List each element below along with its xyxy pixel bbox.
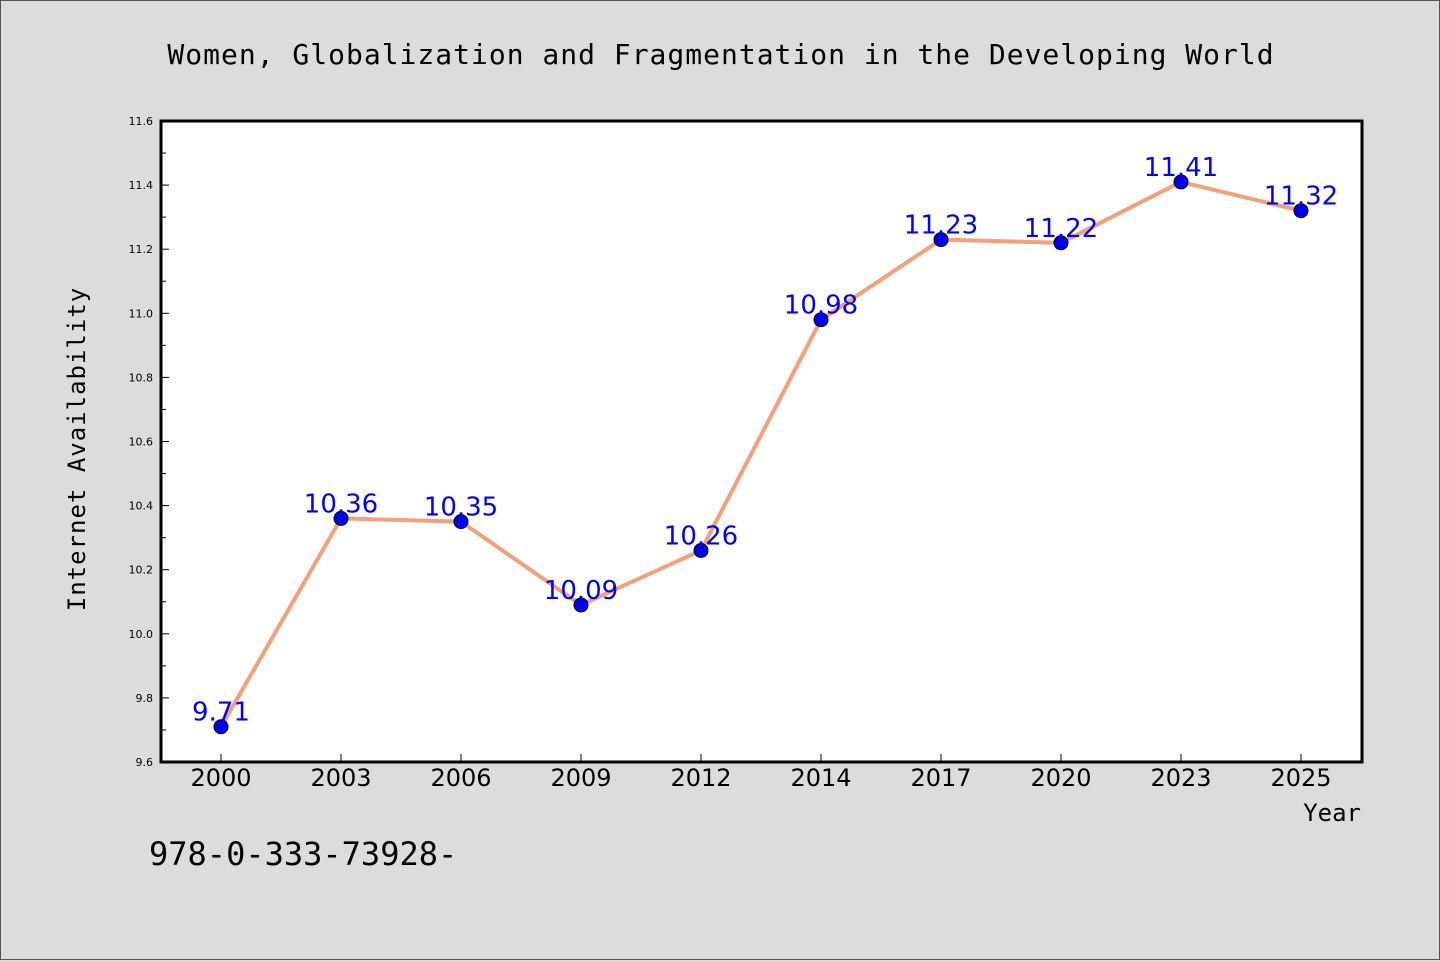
y-tick-label: 11.4 <box>129 179 154 192</box>
x-tick-label: 2017 <box>910 764 971 792</box>
data-point <box>1053 235 1069 251</box>
data-label: 10.36 <box>304 489 378 519</box>
x-tick-label: 2000 <box>190 764 251 792</box>
data-point <box>333 510 349 526</box>
y-tick-label: 10.2 <box>129 564 154 577</box>
y-tick-label: 11.6 <box>129 115 154 128</box>
data-point <box>453 514 469 530</box>
data-label: 11.41 <box>1144 153 1218 183</box>
data-label: 11.22 <box>1024 214 1098 244</box>
y-tick-label: 11.2 <box>129 243 154 256</box>
data-point <box>693 542 709 558</box>
data-label: 9.71 <box>192 698 250 728</box>
y-tick-label: 11.0 <box>129 307 154 320</box>
data-point <box>1173 174 1189 190</box>
x-tick-label: 2012 <box>670 764 731 792</box>
series-line <box>219 179 1303 729</box>
y-axis: 9.6 9.8 10.0 10.2 10.4 10.6 10.8 11.0 11.2 11.4 11… <box>129 115 169 769</box>
y-tick-label: 9.6 <box>136 756 154 769</box>
data-point <box>213 719 229 735</box>
x-tick-label: 2009 <box>550 764 611 792</box>
y-tick-label: 9.8 <box>136 692 154 705</box>
x-tick-label: 2003 <box>310 764 371 792</box>
isbn-text: 978-0-333-73928- <box>149 835 457 873</box>
y-tick-label: 10.0 <box>129 628 154 641</box>
x-axis: 2000 2003 2006 2009 2012 2014 2017 2020 2023 2025 <box>190 754 1332 792</box>
data-label: 11.23 <box>904 211 978 241</box>
x-tick-label: 2006 <box>430 764 491 792</box>
data-label: 11.32 <box>1264 182 1338 212</box>
x-axis-label: Year <box>1303 799 1361 827</box>
data-point <box>573 597 589 613</box>
data-point <box>1293 203 1309 219</box>
series-layer: 9.71 10.36 10.35 10.09 10.26 10.98 11.23 11.22 1… <box>192 153 1338 735</box>
chart-title: Women, Globalization and Fragmentation i… <box>167 38 1274 71</box>
y-tick-label: 10.6 <box>129 436 154 449</box>
data-label: 10.26 <box>664 521 738 551</box>
data-point <box>813 312 829 328</box>
x-tick-label: 2014 <box>790 764 851 792</box>
y-tick-label: 10.4 <box>129 500 154 513</box>
plot-area <box>159 119 1364 764</box>
x-tick-label: 2020 <box>1030 764 1091 792</box>
x-tick-label: 2025 <box>1270 764 1331 792</box>
x-tick-label: 2023 <box>1150 764 1211 792</box>
data-label: 10.35 <box>424 493 498 523</box>
y-axis-label: Internet Availability <box>63 287 91 611</box>
data-point <box>933 232 949 248</box>
y-tick-label: 10.8 <box>129 371 154 384</box>
data-label: 10.09 <box>544 576 618 606</box>
data-label: 10.98 <box>784 291 858 321</box>
